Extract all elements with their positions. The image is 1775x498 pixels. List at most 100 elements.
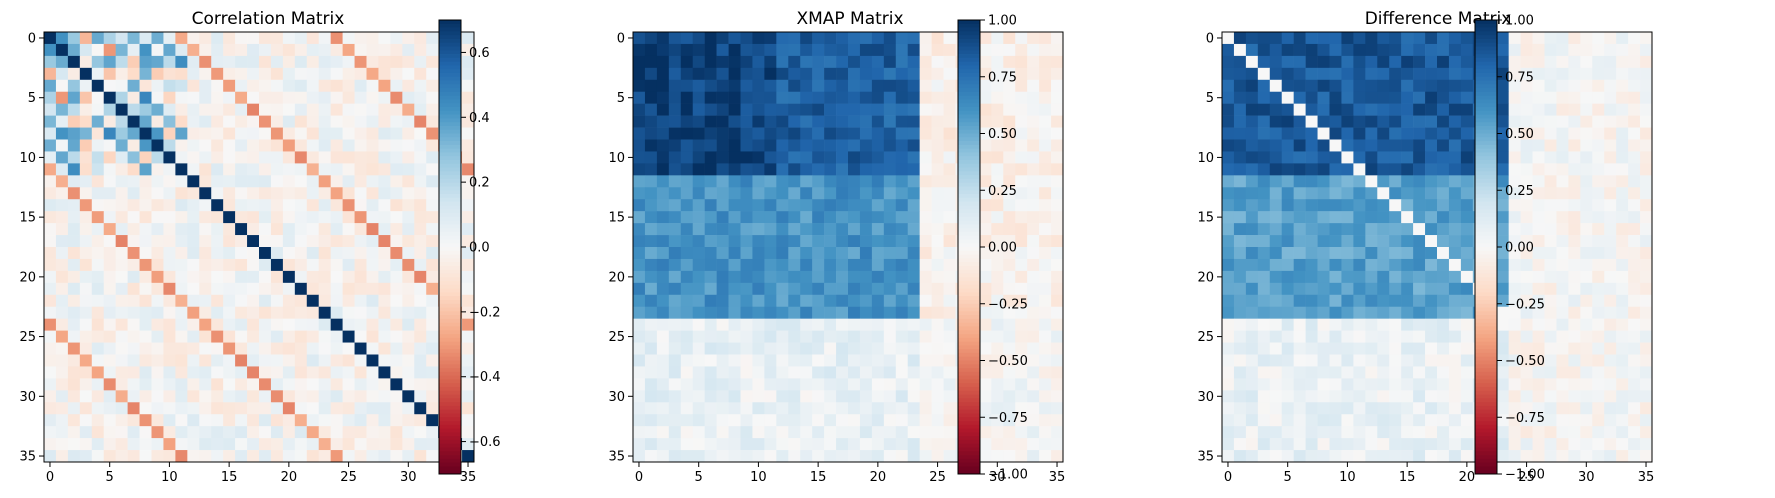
heatmap-cell bbox=[462, 306, 475, 319]
heatmap-cell bbox=[1496, 258, 1509, 272]
heatmap-cell bbox=[1353, 127, 1366, 140]
heatmap-cell bbox=[668, 342, 682, 355]
heatmap-cell bbox=[895, 151, 909, 164]
heatmap-cell bbox=[79, 450, 93, 463]
heatmap-cell bbox=[871, 282, 885, 296]
heatmap-cell bbox=[1281, 139, 1294, 152]
heatmap-cell bbox=[1628, 55, 1641, 69]
heatmap-cell bbox=[800, 438, 813, 451]
heatmap-cell bbox=[1027, 270, 1040, 284]
heatmap-cell bbox=[235, 139, 248, 152]
colorbar-segment bbox=[1475, 326, 1497, 331]
colorbar-segment bbox=[958, 35, 980, 40]
heatmap-cell bbox=[859, 223, 873, 236]
heatmap-cell bbox=[1003, 163, 1016, 176]
heatmap-cell bbox=[931, 199, 944, 212]
heatmap-cell bbox=[103, 115, 116, 128]
heatmap-cell bbox=[1257, 211, 1271, 224]
heatmap-cell bbox=[1616, 151, 1629, 164]
heatmap-cell bbox=[1616, 223, 1629, 236]
heatmap-cell bbox=[1508, 426, 1521, 439]
colorbar-segment bbox=[439, 443, 461, 448]
heatmap-cell bbox=[1027, 330, 1040, 343]
heatmap-cell bbox=[151, 270, 164, 284]
heatmap-cell bbox=[1317, 43, 1330, 57]
colorbar-segment bbox=[1475, 137, 1497, 142]
heatmap-cell bbox=[223, 127, 236, 140]
heatmap-cell bbox=[680, 390, 694, 403]
heatmap-cell bbox=[1437, 91, 1450, 104]
colorbar-segment bbox=[958, 95, 980, 100]
heatmap-cell bbox=[1616, 282, 1629, 296]
heatmap-cell bbox=[1496, 151, 1509, 164]
heatmap-cell bbox=[1269, 318, 1283, 331]
heatmap-cell bbox=[91, 115, 105, 128]
heatmap-cell bbox=[943, 43, 956, 57]
colorbar-segment bbox=[958, 133, 980, 138]
heatmap-cell bbox=[788, 91, 801, 104]
heatmap-cell bbox=[163, 103, 176, 116]
heatmap-cell bbox=[91, 294, 105, 308]
colorbar-segment bbox=[1475, 455, 1497, 460]
heatmap-cell bbox=[366, 247, 379, 260]
heatmap-cell bbox=[656, 163, 670, 176]
heatmap-cell bbox=[378, 55, 391, 69]
colorbar-segment bbox=[1475, 133, 1497, 138]
heatmap-cell bbox=[764, 67, 777, 81]
heatmap-cell bbox=[1532, 390, 1545, 403]
heatmap-cell bbox=[656, 32, 670, 45]
colorbar-tick-label: 0.75 bbox=[1505, 70, 1534, 85]
heatmap-cell bbox=[1353, 426, 1366, 439]
heatmap-cell bbox=[871, 258, 885, 272]
heatmap-cell bbox=[1027, 258, 1040, 272]
heatmap-cell bbox=[1051, 67, 1064, 81]
heatmap-cell bbox=[1051, 223, 1064, 236]
heatmap-cell bbox=[1448, 390, 1462, 403]
heatmap-cell bbox=[776, 163, 789, 176]
heatmap-cell bbox=[836, 115, 849, 128]
heatmap-cell bbox=[115, 139, 128, 152]
heatmap-cell bbox=[752, 342, 765, 355]
heatmap-cell bbox=[199, 175, 212, 188]
heatmap-cell bbox=[1640, 270, 1653, 284]
x-tick-label: 25 bbox=[1518, 470, 1535, 485]
heatmap-cell bbox=[151, 211, 164, 224]
heatmap-cell bbox=[1496, 402, 1509, 415]
heatmap-cell bbox=[1269, 163, 1283, 176]
heatmap-cell bbox=[1257, 223, 1271, 236]
heatmap-cell bbox=[1556, 342, 1569, 355]
heatmap-cell bbox=[836, 163, 849, 176]
heatmap-cell bbox=[390, 247, 403, 260]
heatmap-cell bbox=[883, 103, 897, 116]
heatmap-cell bbox=[378, 32, 391, 45]
colorbar-segment bbox=[439, 379, 461, 384]
heatmap-cell bbox=[991, 199, 1004, 212]
heatmap-cell bbox=[1544, 32, 1557, 45]
heatmap-cell bbox=[1580, 223, 1593, 236]
heatmap-cell bbox=[67, 55, 81, 69]
heatmap-cell bbox=[728, 282, 741, 296]
x-tick-label: 10 bbox=[161, 470, 178, 485]
heatmap-cell bbox=[1604, 235, 1617, 248]
heatmap-cell bbox=[354, 175, 367, 188]
heatmap-cell bbox=[1604, 354, 1617, 367]
colorbar-segment bbox=[439, 95, 461, 100]
heatmap-cell bbox=[740, 306, 753, 319]
heatmap-cell bbox=[55, 79, 69, 93]
heatmap-cell bbox=[907, 139, 920, 152]
heatmap-cell bbox=[462, 127, 475, 140]
colorbar-segment bbox=[439, 76, 461, 81]
heatmap-cell bbox=[1448, 294, 1462, 308]
heatmap-cell bbox=[1281, 450, 1294, 463]
colorbar-segment bbox=[958, 462, 980, 467]
heatmap-cell bbox=[1425, 55, 1438, 69]
heatmap-cell bbox=[1592, 414, 1605, 427]
heatmap-cell bbox=[824, 354, 837, 367]
heatmap-cell bbox=[680, 199, 694, 212]
heatmap-cell bbox=[704, 318, 717, 331]
heatmap-cell bbox=[139, 402, 152, 415]
heatmap-cell bbox=[1520, 211, 1533, 224]
heatmap-cell bbox=[139, 127, 152, 140]
heatmap-cell bbox=[247, 438, 260, 451]
heatmap-cell bbox=[235, 342, 248, 355]
